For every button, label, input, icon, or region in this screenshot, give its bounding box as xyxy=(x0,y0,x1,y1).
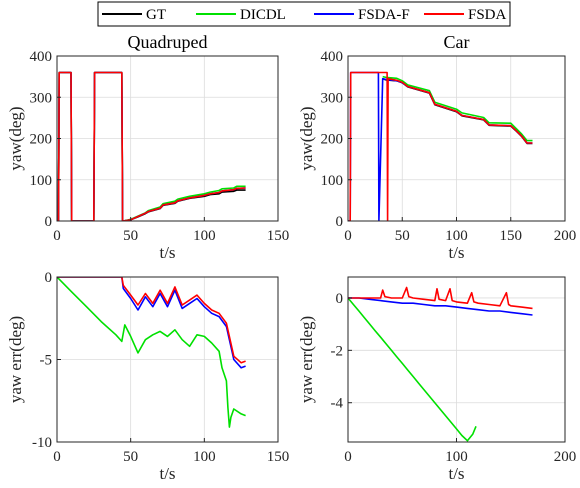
legend-label-gt: GT xyxy=(146,7,166,23)
x-axis-label: t/s xyxy=(159,243,175,262)
x-tick-label: 100 xyxy=(193,449,216,465)
chart-quadruped-yaw-err: 0 50 100 150 -10 -5 0 t/s yaw err(deg) xyxy=(6,270,289,483)
legend-label-fsda: FSDA xyxy=(468,7,507,23)
series-line-dicdl xyxy=(348,297,477,442)
x-tick-label: 50 xyxy=(123,228,138,244)
x-tick-label: 150 xyxy=(267,449,290,465)
y-axis-label: yaw(deg) xyxy=(6,106,25,170)
x-tick-label: 0 xyxy=(344,449,352,465)
series-line-dicdl xyxy=(382,75,533,142)
y-tick-label: 100 xyxy=(30,173,53,189)
legend-label-fsda-f: FSDA-F xyxy=(358,7,410,23)
x-tick-label: 50 xyxy=(123,449,138,465)
y-tick-label: 400 xyxy=(30,49,53,65)
chart-quadruped-yaw: 0 50 100 150 0 100 200 300 400 t/s yaw(deg) Quadrup… xyxy=(6,32,289,262)
y-tick-label: -4 xyxy=(331,396,344,412)
x-tick-label: 150 xyxy=(500,228,523,244)
y-tick-label: 300 xyxy=(321,90,344,106)
y-tick-label: 100 xyxy=(321,173,344,189)
chart-title: Car xyxy=(444,32,470,52)
x-tick-label: 200 xyxy=(554,449,577,465)
series-line-fsda xyxy=(348,286,533,310)
x-axis-label: t/s xyxy=(159,464,175,483)
x-tick-label: 0 xyxy=(344,228,352,244)
chart-title: Quadruped xyxy=(128,32,208,52)
y-tick-label: 200 xyxy=(321,132,344,148)
legend: GT DICDL FSDA-F FSDA xyxy=(97,1,511,27)
x-tick-label: 200 xyxy=(554,228,577,244)
x-tick-label: 100 xyxy=(445,449,468,465)
series-line-fsda xyxy=(348,71,533,221)
y-tick-label: -10 xyxy=(32,435,52,451)
x-axis-label: t/s xyxy=(448,464,464,483)
series-line-fsda xyxy=(57,71,246,221)
y-tick-label: 0 xyxy=(45,270,53,286)
series-line-fsda xyxy=(57,277,246,364)
y-axis-label: yaw err(deg) xyxy=(6,316,25,403)
x-tick-label: 0 xyxy=(53,228,61,244)
y-axis-label: yaw(deg) xyxy=(297,106,316,170)
y-tick-label: 0 xyxy=(45,214,53,230)
legend-label-dicdl: DICDL xyxy=(240,7,286,23)
y-tick-label: -2 xyxy=(331,343,344,359)
x-tick-label: 50 xyxy=(395,228,410,244)
y-axis-label: yaw err(deg) xyxy=(297,316,316,403)
y-tick-label: 300 xyxy=(30,90,53,106)
x-axis-label: t/s xyxy=(448,243,464,262)
series-line-dicdl xyxy=(57,277,246,428)
series-line-fsda-f xyxy=(57,277,246,369)
y-tick-label: 400 xyxy=(321,49,344,65)
y-tick-label: 200 xyxy=(30,132,53,148)
x-tick-label: 150 xyxy=(267,228,290,244)
series-line-fsda-f xyxy=(348,297,533,316)
y-tick-label: 0 xyxy=(336,214,344,230)
y-tick-label: -5 xyxy=(40,353,53,369)
x-tick-label: 100 xyxy=(445,228,468,244)
chart-car-yaw-err: 0 100 200 -4 -2 0 t/s yaw err(deg) xyxy=(297,276,577,483)
y-tick-label: 0 xyxy=(336,291,344,307)
x-tick-label: 0 xyxy=(53,449,61,465)
chart-car-yaw: 0 50 100 150 200 0 100 200 300 400 t/s yaw(deg) Car xyxy=(297,32,576,262)
x-tick-label: 100 xyxy=(193,228,216,244)
